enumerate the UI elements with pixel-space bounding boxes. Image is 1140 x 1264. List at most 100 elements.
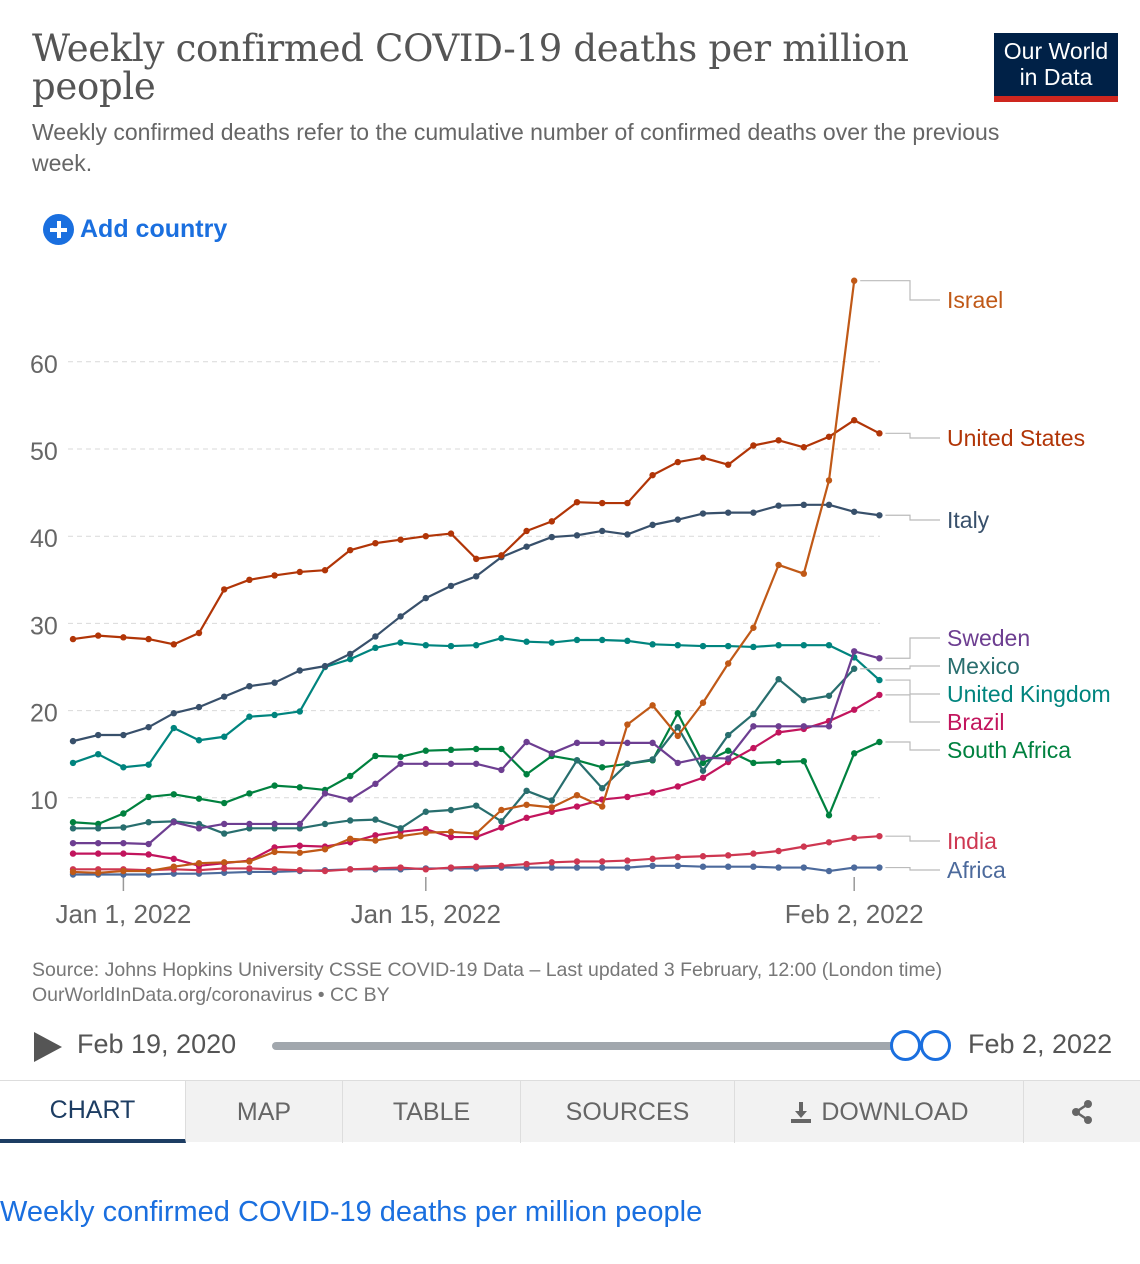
tab-bar: CHART MAP TABLE SOURCES DOWNLOAD: [0, 1080, 1140, 1143]
data-point: [498, 818, 505, 825]
data-point: [624, 499, 631, 507]
data-point: [825, 839, 833, 846]
logo-line-1: Our World: [1003, 38, 1109, 64]
data-point: [649, 739, 656, 747]
chart-link[interactable]: Weekly confirmed COVID-19 deaths per mil…: [0, 1196, 703, 1228]
data-point: [120, 824, 127, 831]
data-point: [876, 738, 883, 746]
data-point: [851, 706, 858, 713]
series-label: Africa: [947, 857, 1006, 883]
data-point: [422, 808, 429, 815]
data-point: [548, 750, 555, 757]
data-point: [347, 650, 354, 658]
data-point: [120, 839, 127, 847]
series-line-united-states: [72, 419, 880, 646]
data-point: [876, 832, 883, 840]
data-point: [725, 642, 732, 650]
tab-sources[interactable]: SOURCES: [521, 1081, 735, 1143]
data-point: [699, 767, 707, 774]
data-point: [221, 820, 228, 828]
series-label: United States: [947, 425, 1085, 451]
data-point: [447, 530, 455, 537]
data-point: [221, 859, 228, 866]
data-point: [825, 642, 833, 649]
timeline-end-handle[interactable]: [920, 1030, 951, 1061]
data-point: [120, 764, 127, 771]
timeline-start-handle[interactable]: [890, 1030, 921, 1061]
data-point: [246, 858, 253, 865]
source-line: Source: Johns Hopkins University CSSE CO…: [32, 959, 943, 981]
data-point: [624, 760, 631, 767]
data-point: [69, 737, 77, 745]
data-point: [296, 820, 303, 828]
data-point: [674, 732, 681, 740]
data-point: [422, 760, 429, 767]
tab-download[interactable]: DOWNLOAD: [735, 1081, 1024, 1143]
line-chart: 10 20 30 40 50 60 Jan 1, 2022 Jan 15, 2022 Feb 2…: [30, 277, 1111, 929]
data-point: [725, 509, 732, 516]
owid-logo[interactable]: Our World in Data: [994, 33, 1118, 102]
data-point: [422, 533, 429, 540]
label-connector: [860, 280, 940, 301]
data-point: [699, 454, 707, 461]
data-point: [321, 662, 329, 670]
data-point: [170, 863, 177, 870]
y-tick-label: 10: [30, 787, 58, 815]
data-point: [800, 501, 807, 509]
data-point: [876, 676, 883, 684]
data-point: [447, 746, 455, 754]
data-point: [649, 862, 656, 870]
data-point: [674, 862, 681, 870]
data-point: [422, 866, 429, 873]
data-point: [725, 660, 732, 667]
add-country-button[interactable]: Add country: [43, 214, 227, 245]
data-point: [170, 641, 177, 648]
data-point: [775, 561, 782, 569]
data-point: [573, 803, 581, 810]
data-point: [372, 644, 379, 652]
data-point: [120, 731, 127, 739]
data-point: [221, 799, 228, 807]
share-button[interactable]: [1024, 1081, 1140, 1143]
data-point: [145, 793, 152, 801]
data-point: [775, 676, 782, 683]
data-point: [397, 613, 404, 620]
tab-chart[interactable]: CHART: [0, 1081, 186, 1143]
data-point: [775, 847, 782, 855]
data-point: [523, 543, 530, 550]
data-point: [523, 860, 530, 868]
data-point: [246, 790, 253, 797]
data-point: [523, 771, 530, 778]
series-line-israel: [72, 280, 856, 874]
data-point: [725, 461, 732, 468]
data-point: [422, 747, 429, 754]
data-point: [876, 655, 883, 662]
timeline-slider-track[interactable]: [272, 1042, 932, 1050]
data-point: [372, 752, 379, 760]
data-point: [750, 759, 757, 767]
data-point: [674, 783, 681, 790]
tab-table[interactable]: TABLE: [343, 1081, 521, 1143]
play-icon[interactable]: [34, 1032, 62, 1062]
data-point: [750, 710, 757, 718]
data-point: [95, 632, 102, 639]
data-point: [548, 639, 555, 646]
data-point: [397, 639, 404, 646]
data-point: [851, 648, 858, 655]
data-point: [246, 820, 253, 828]
data-point: [321, 820, 329, 828]
data-point: [95, 731, 102, 739]
data-point: [599, 864, 606, 871]
data-point: [95, 825, 102, 832]
data-point: [573, 498, 581, 506]
data-point: [825, 477, 833, 484]
chart-subtitle: Weekly confirmed deaths refer to the cum…: [32, 119, 1000, 176]
series-label: Italy: [947, 507, 990, 533]
x-tick-label: Feb 2, 2022: [785, 899, 924, 929]
data-point: [271, 820, 278, 828]
data-point: [246, 713, 253, 720]
tab-map[interactable]: MAP: [186, 1081, 343, 1143]
data-point: [851, 665, 858, 672]
data-point: [145, 761, 152, 768]
data-point: [372, 780, 379, 788]
